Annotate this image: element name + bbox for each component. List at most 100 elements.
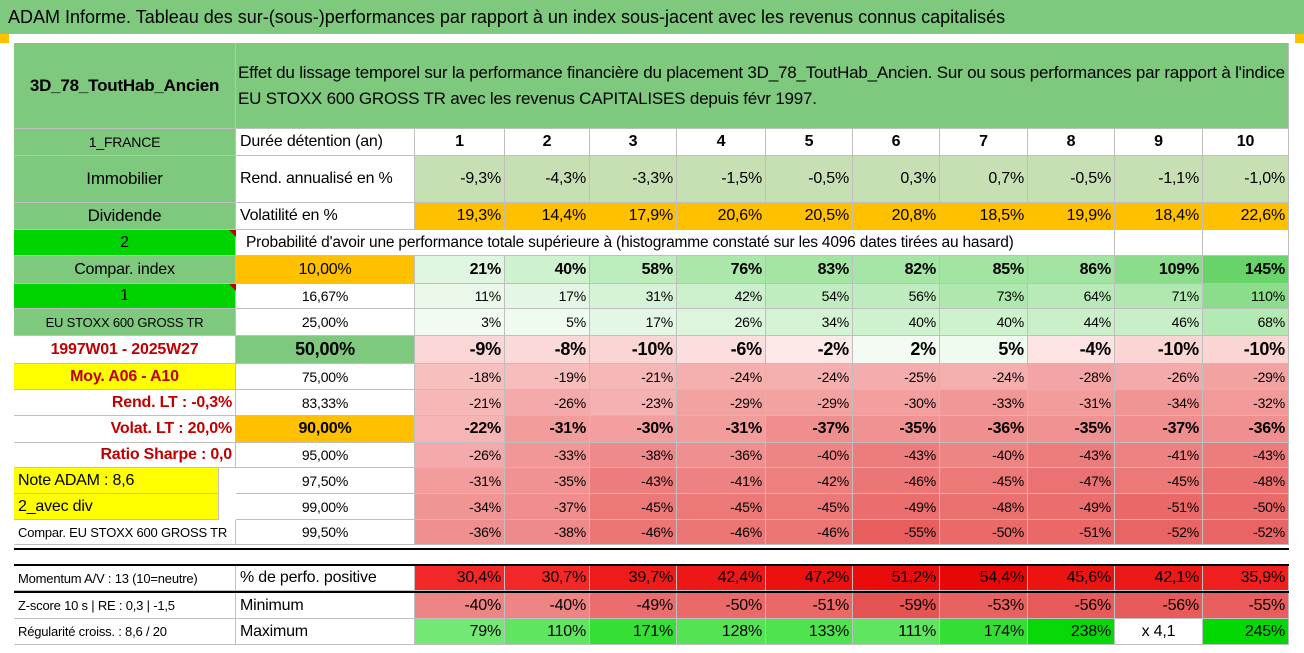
pos-value: 30,4% bbox=[415, 566, 505, 591]
percentile-value: 44% bbox=[1028, 309, 1115, 336]
percentile-value: -4% bbox=[1028, 336, 1115, 364]
country-label: 1_FRANCE bbox=[14, 129, 236, 156]
type-label: Dividende bbox=[14, 203, 236, 230]
percentile-value: -41% bbox=[677, 468, 766, 494]
rend-value: 0,3% bbox=[853, 156, 940, 203]
rend-value: -9,3% bbox=[415, 156, 505, 203]
percentile-label: 83,33% bbox=[236, 390, 415, 416]
percentile-value: 58% bbox=[590, 256, 677, 284]
percentile-value: 83% bbox=[766, 256, 853, 284]
percentile-value: -43% bbox=[590, 468, 677, 494]
dividend-mode-label: 2_avec div bbox=[14, 494, 219, 520]
compar-index-label: Compar. index bbox=[14, 256, 236, 284]
percentile-value: -52% bbox=[1203, 520, 1289, 545]
percentile-value: 26% bbox=[677, 309, 766, 336]
pos-value: 39,7% bbox=[590, 566, 677, 591]
percentile-value: -46% bbox=[766, 520, 853, 545]
percentile-value: 109% bbox=[1115, 256, 1203, 284]
percentile-value: 82% bbox=[853, 256, 940, 284]
moy-label: Moy. A06 - A10 bbox=[14, 364, 236, 390]
percentile-value: -9% bbox=[415, 336, 505, 364]
vol-value: 18,4% bbox=[1115, 203, 1203, 230]
empty-cell bbox=[1115, 230, 1203, 256]
pos-value: 42,1% bbox=[1115, 566, 1203, 591]
year-header: 10 bbox=[1203, 129, 1289, 156]
max-value: 128% bbox=[677, 619, 766, 645]
percentile-value: 64% bbox=[1028, 284, 1115, 309]
percentile-value: -2% bbox=[766, 336, 853, 364]
note-adam-label: Note ADAM : 8,6 bbox=[14, 468, 219, 494]
percentile-value: -35% bbox=[505, 468, 590, 494]
percentile-value: -31% bbox=[415, 468, 505, 494]
percentile-value: -45% bbox=[590, 494, 677, 520]
period-label: 1997W01 - 2025W27 bbox=[14, 336, 236, 364]
percentile-value: -48% bbox=[940, 494, 1028, 520]
min-value: -40% bbox=[505, 593, 590, 619]
percentile-value: -46% bbox=[677, 520, 766, 545]
percentile-value: -26% bbox=[415, 443, 505, 468]
section-divider bbox=[14, 564, 1289, 566]
pos-value: 47,2% bbox=[766, 566, 853, 591]
percentile-value: 11% bbox=[415, 284, 505, 309]
category-label: Immobilier bbox=[14, 156, 236, 203]
max-value: 238% bbox=[1028, 619, 1115, 645]
corner-marker bbox=[1295, 34, 1304, 43]
percentile-value: -18% bbox=[415, 364, 505, 390]
percentile-value: -24% bbox=[766, 364, 853, 390]
min-value: -49% bbox=[590, 593, 677, 619]
percentile-value: -29% bbox=[1203, 364, 1289, 390]
percentile-label: 10,00% bbox=[236, 256, 415, 284]
percentile-value: -30% bbox=[853, 390, 940, 416]
year-header: 5 bbox=[766, 129, 853, 156]
zscore-label: Z-score 10 s | RE : 0,3 | -1,5 bbox=[14, 593, 236, 619]
row-label-vol: Volatilité en % bbox=[236, 203, 415, 230]
min-value: -50% bbox=[677, 593, 766, 619]
percentile-value: -38% bbox=[505, 520, 590, 545]
rend-value: -1,0% bbox=[1203, 156, 1289, 203]
index-name: EU STOXX 600 GROSS TR bbox=[14, 309, 236, 336]
comparison-label: Compar. EU STOXX 600 GROSS TR bbox=[14, 520, 236, 545]
momentum-label: Momentum A/V : 13 (10=neutre) bbox=[14, 566, 236, 591]
fund-name: 3D_78_ToutHab_Ancien bbox=[14, 43, 236, 129]
percentile-value: 40% bbox=[853, 309, 940, 336]
percentile-value: -30% bbox=[590, 416, 677, 443]
percentile-value: -38% bbox=[590, 443, 677, 468]
percentile-value: 86% bbox=[1028, 256, 1115, 284]
percentile-value: -34% bbox=[415, 494, 505, 520]
percentile-value: -40% bbox=[766, 443, 853, 468]
comment-indicator bbox=[229, 284, 236, 291]
percentile-value: 31% bbox=[590, 284, 677, 309]
percentile-value: -33% bbox=[940, 390, 1028, 416]
percentile-label: 25,00% bbox=[236, 309, 415, 336]
min-value: -40% bbox=[415, 593, 505, 619]
percentile-value: -33% bbox=[505, 443, 590, 468]
max-value: 133% bbox=[766, 619, 853, 645]
rend-value: -0,5% bbox=[1028, 156, 1115, 203]
percentile-value: -43% bbox=[853, 443, 940, 468]
percentile-value: -26% bbox=[505, 390, 590, 416]
percentile-value: -45% bbox=[1115, 468, 1203, 494]
vol-value: 22,6% bbox=[1203, 203, 1289, 230]
percentile-value: 145% bbox=[1203, 256, 1289, 284]
section-divider bbox=[14, 548, 1289, 550]
percentile-value: 17% bbox=[505, 284, 590, 309]
percentile-label: 99,00% bbox=[236, 494, 415, 520]
rend-value: 0,7% bbox=[940, 156, 1028, 203]
percentile-value: -29% bbox=[766, 390, 853, 416]
vol-value: 19,3% bbox=[415, 203, 505, 230]
min-value: -56% bbox=[1115, 593, 1203, 619]
percentile-value: 54% bbox=[766, 284, 853, 309]
percentile-value: 85% bbox=[940, 256, 1028, 284]
min-value: -53% bbox=[940, 593, 1028, 619]
percentile-value: -31% bbox=[1028, 390, 1115, 416]
percentile-value: -37% bbox=[505, 494, 590, 520]
percentile-value: -36% bbox=[1203, 416, 1289, 443]
pos-value: 42,4% bbox=[677, 566, 766, 591]
percentile-value: -24% bbox=[940, 364, 1028, 390]
percentile-label: 97,50% bbox=[236, 468, 415, 494]
pos-value: 45,6% bbox=[1028, 566, 1115, 591]
max-value: 245% bbox=[1203, 619, 1289, 645]
percentile-value: -42% bbox=[766, 468, 853, 494]
percentile-value: -29% bbox=[677, 390, 766, 416]
